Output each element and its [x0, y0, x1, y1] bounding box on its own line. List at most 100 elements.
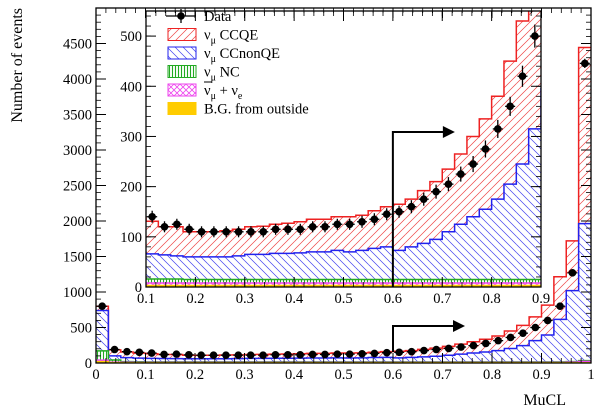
inset-marker [518, 72, 527, 81]
inset-bar [503, 279, 517, 283]
main-bar [355, 357, 369, 362]
inset-data-point [159, 221, 170, 233]
inset-bar [392, 250, 406, 280]
main-bar [232, 358, 245, 362]
inset-marker [160, 222, 169, 231]
inset-bar [269, 224, 282, 254]
main-bar [145, 358, 158, 362]
inset-bar [257, 279, 270, 283]
inset-bar [429, 279, 443, 283]
main-marker [556, 302, 564, 311]
main-bar [306, 358, 319, 362]
inset-bar [220, 256, 233, 280]
inset-y-tick-label: 100 [120, 230, 142, 246]
inset-bar [491, 285, 504, 287]
main-y-tick-label: 2500 [63, 179, 92, 195]
main-marker [531, 323, 540, 332]
inset-bar [503, 285, 517, 287]
inset-bar [158, 226, 171, 255]
legend-label: νμ CCQE [204, 28, 258, 47]
inset-bar [466, 285, 480, 287]
inset-marker [456, 170, 465, 178]
inset-bar [220, 282, 233, 286]
main-bar [541, 334, 554, 362]
main-bar [380, 357, 393, 362]
main-bar [120, 357, 134, 362]
main-data-point [295, 351, 306, 359]
legend-label: νμ NC [204, 65, 240, 84]
inset-bar [466, 279, 480, 283]
main-bar [393, 357, 406, 362]
main-data-point [517, 329, 528, 337]
inset-bar [479, 209, 492, 280]
inset-data-point [319, 221, 330, 233]
main-marker [308, 350, 317, 359]
inset-bar [405, 199, 418, 247]
inset-bar [368, 285, 381, 287]
inset-bar [417, 279, 430, 283]
inset-bar [355, 282, 369, 286]
main-x-tick-label: 0.7 [433, 367, 451, 383]
inset-bar [257, 254, 270, 280]
inset-data-point [270, 223, 281, 235]
main-data-point [480, 339, 491, 348]
inset-bar [454, 279, 467, 283]
inset-bar [417, 243, 430, 280]
inset-outline [146, 277, 541, 281]
main-data-point [307, 350, 318, 359]
inset-bar [454, 285, 467, 287]
inset-x-tick-label: 0.5 [334, 291, 352, 307]
inset-marker [407, 202, 416, 211]
inset-bar [146, 253, 159, 279]
inset-bar [220, 279, 233, 283]
main-y-tick-label: 1000 [63, 285, 92, 301]
inset-bar [380, 285, 393, 287]
inset-bar [541, 279, 553, 283]
inset-data-point [295, 223, 306, 235]
inset-data-point [406, 200, 417, 214]
main-marker [172, 350, 181, 358]
main-bar [516, 345, 530, 362]
inset-marker [358, 217, 366, 226]
inset-data-point [282, 223, 293, 235]
main-frame [95, 7, 592, 364]
inset-bar [516, 279, 529, 283]
inset-bar [343, 282, 356, 286]
inset-marker [296, 225, 305, 234]
main-arrow-shaft [392, 325, 455, 352]
inset-bar [257, 285, 270, 287]
inset-bar [331, 282, 344, 286]
legend-swatch [167, 102, 197, 115]
inset-bar [195, 282, 208, 286]
inset-data-points [147, 24, 540, 238]
main-bar [467, 353, 480, 362]
inset-bar [170, 278, 184, 283]
main-bar [553, 276, 567, 320]
main-marker [197, 351, 205, 359]
inset-bar [405, 285, 418, 287]
inset-marker [210, 228, 218, 236]
main-axes: 0 0.1 0.2 0.3 0.4 0.5 0.6 0.7 0.8 0.9 105001000150… [63, 7, 595, 383]
main-x-tick-label: 0 [92, 367, 99, 383]
main-data-point [245, 351, 256, 359]
inset-data-point [258, 226, 269, 238]
inset-marker [382, 210, 391, 219]
inset-series-nc [146, 277, 553, 283]
inset-bar [405, 279, 418, 283]
main-marker [420, 346, 428, 355]
legend-label: νμ + νe [204, 83, 243, 102]
inset-data-point [147, 210, 158, 223]
main-x-tick-label: 0.6 [384, 367, 402, 383]
inset-bar [195, 279, 208, 283]
main-data-point [567, 269, 578, 277]
legend-entry-data: Data [166, 9, 232, 25]
main-data-point [270, 351, 281, 359]
main-data-point [505, 333, 516, 342]
main-data-point [109, 345, 120, 354]
main-marker [333, 350, 342, 358]
inset-bar [146, 282, 159, 286]
legend-entry-ccqe: νμ CCQE [167, 28, 258, 47]
inset-bar [183, 256, 196, 280]
inset-bar [355, 215, 369, 251]
inset-bar [318, 282, 332, 286]
